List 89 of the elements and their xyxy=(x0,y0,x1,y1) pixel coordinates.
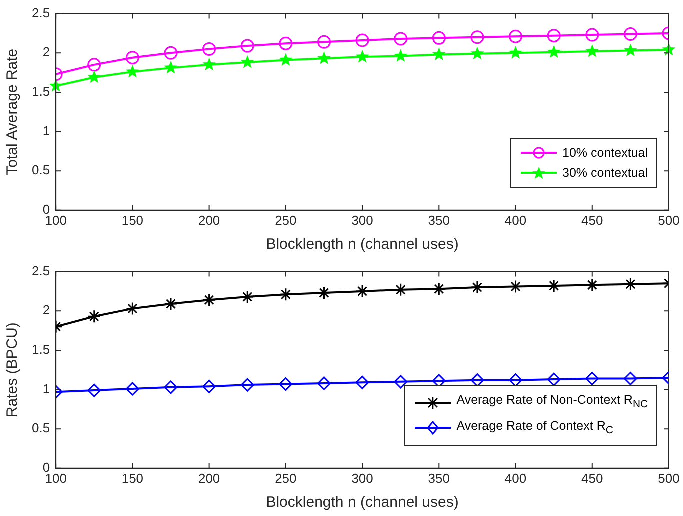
legend-label: 10% contextual xyxy=(562,145,648,162)
x-tick-label: 250 xyxy=(275,470,297,486)
point xyxy=(470,46,484,60)
point xyxy=(394,283,408,297)
point xyxy=(586,44,600,58)
point xyxy=(126,64,140,78)
y-tick-label: 1.5 xyxy=(32,342,50,358)
x-tick-label: 300 xyxy=(352,212,374,228)
point xyxy=(394,49,408,62)
point xyxy=(432,48,446,60)
x-tick-label: 500 xyxy=(658,212,680,228)
point xyxy=(547,29,561,43)
point xyxy=(394,32,408,46)
point xyxy=(279,378,293,392)
y-tick-label: 2 xyxy=(42,44,50,60)
y-tick-label: 1 xyxy=(42,123,50,138)
point xyxy=(202,58,216,71)
point xyxy=(164,297,178,311)
point xyxy=(356,284,370,298)
x-tick-label: 500 xyxy=(658,470,680,486)
point xyxy=(202,380,216,394)
point xyxy=(126,302,140,316)
point xyxy=(318,52,331,64)
point xyxy=(624,372,638,386)
point xyxy=(164,380,178,394)
x-tick-label: 350 xyxy=(428,470,450,486)
x-tick-label: 450 xyxy=(582,470,604,486)
point xyxy=(624,44,638,56)
point xyxy=(279,53,293,66)
point xyxy=(624,27,638,41)
point xyxy=(279,36,293,50)
point xyxy=(547,372,561,386)
point xyxy=(547,279,561,293)
point xyxy=(240,378,254,392)
x-tick-label: 400 xyxy=(504,212,527,228)
y-tick-label: 2 xyxy=(42,302,50,318)
point xyxy=(240,39,254,53)
legend-label: 30% contextual xyxy=(562,165,648,182)
legend-label: Average Rate of Non-Context R$_{NC}$ xyxy=(456,392,648,412)
point xyxy=(317,376,331,390)
y-tick-label: 0.5 xyxy=(32,420,50,436)
point xyxy=(470,280,484,294)
x-tick-label: 350 xyxy=(428,212,450,228)
point xyxy=(202,42,216,56)
x-tick-label: 150 xyxy=(122,212,144,228)
point xyxy=(394,375,408,389)
x-tick-label: 200 xyxy=(198,470,220,486)
x-tick-label: 300 xyxy=(352,470,374,486)
point xyxy=(240,290,254,304)
x-tick-label: 250 xyxy=(275,212,297,228)
point xyxy=(88,58,102,72)
point xyxy=(317,35,331,49)
point xyxy=(356,34,370,48)
point xyxy=(586,28,600,42)
point xyxy=(317,286,331,300)
point xyxy=(356,376,370,390)
point xyxy=(202,293,216,307)
y-tick-label: 2.5 xyxy=(32,263,50,278)
x-axis-title: Blocklength n (channel uses) xyxy=(266,494,459,512)
point xyxy=(126,382,140,396)
point xyxy=(470,30,484,44)
point xyxy=(126,51,140,65)
point xyxy=(88,70,102,84)
y-tick-label: 2.5 xyxy=(32,5,50,20)
legend-label: Average Rate of Context R$_{C}$ xyxy=(456,418,614,438)
point xyxy=(432,31,446,45)
point xyxy=(88,310,102,324)
point xyxy=(432,282,446,296)
point xyxy=(547,45,561,58)
point xyxy=(279,288,293,302)
y-tick-label: 0.5 xyxy=(32,162,50,178)
point xyxy=(586,372,600,386)
x-axis-title: Blocklength n (channel uses) xyxy=(266,236,459,254)
point xyxy=(509,46,522,59)
x-tick-label: 150 xyxy=(122,470,144,486)
point xyxy=(356,50,370,63)
point xyxy=(240,56,254,68)
point xyxy=(164,61,178,74)
y-tick-label: 1.5 xyxy=(32,84,50,100)
x-tick-label: 450 xyxy=(582,212,604,228)
point xyxy=(509,30,523,44)
y-axis-title: Total Average Rate xyxy=(4,48,22,176)
point xyxy=(88,384,102,398)
x-tick-label: 400 xyxy=(504,470,527,486)
x-tick-label: 200 xyxy=(198,212,220,228)
point xyxy=(586,278,600,292)
y-tick-label: 1 xyxy=(42,381,50,396)
point xyxy=(164,46,178,60)
y-axis-title: Rates (BPCU) xyxy=(4,322,22,418)
